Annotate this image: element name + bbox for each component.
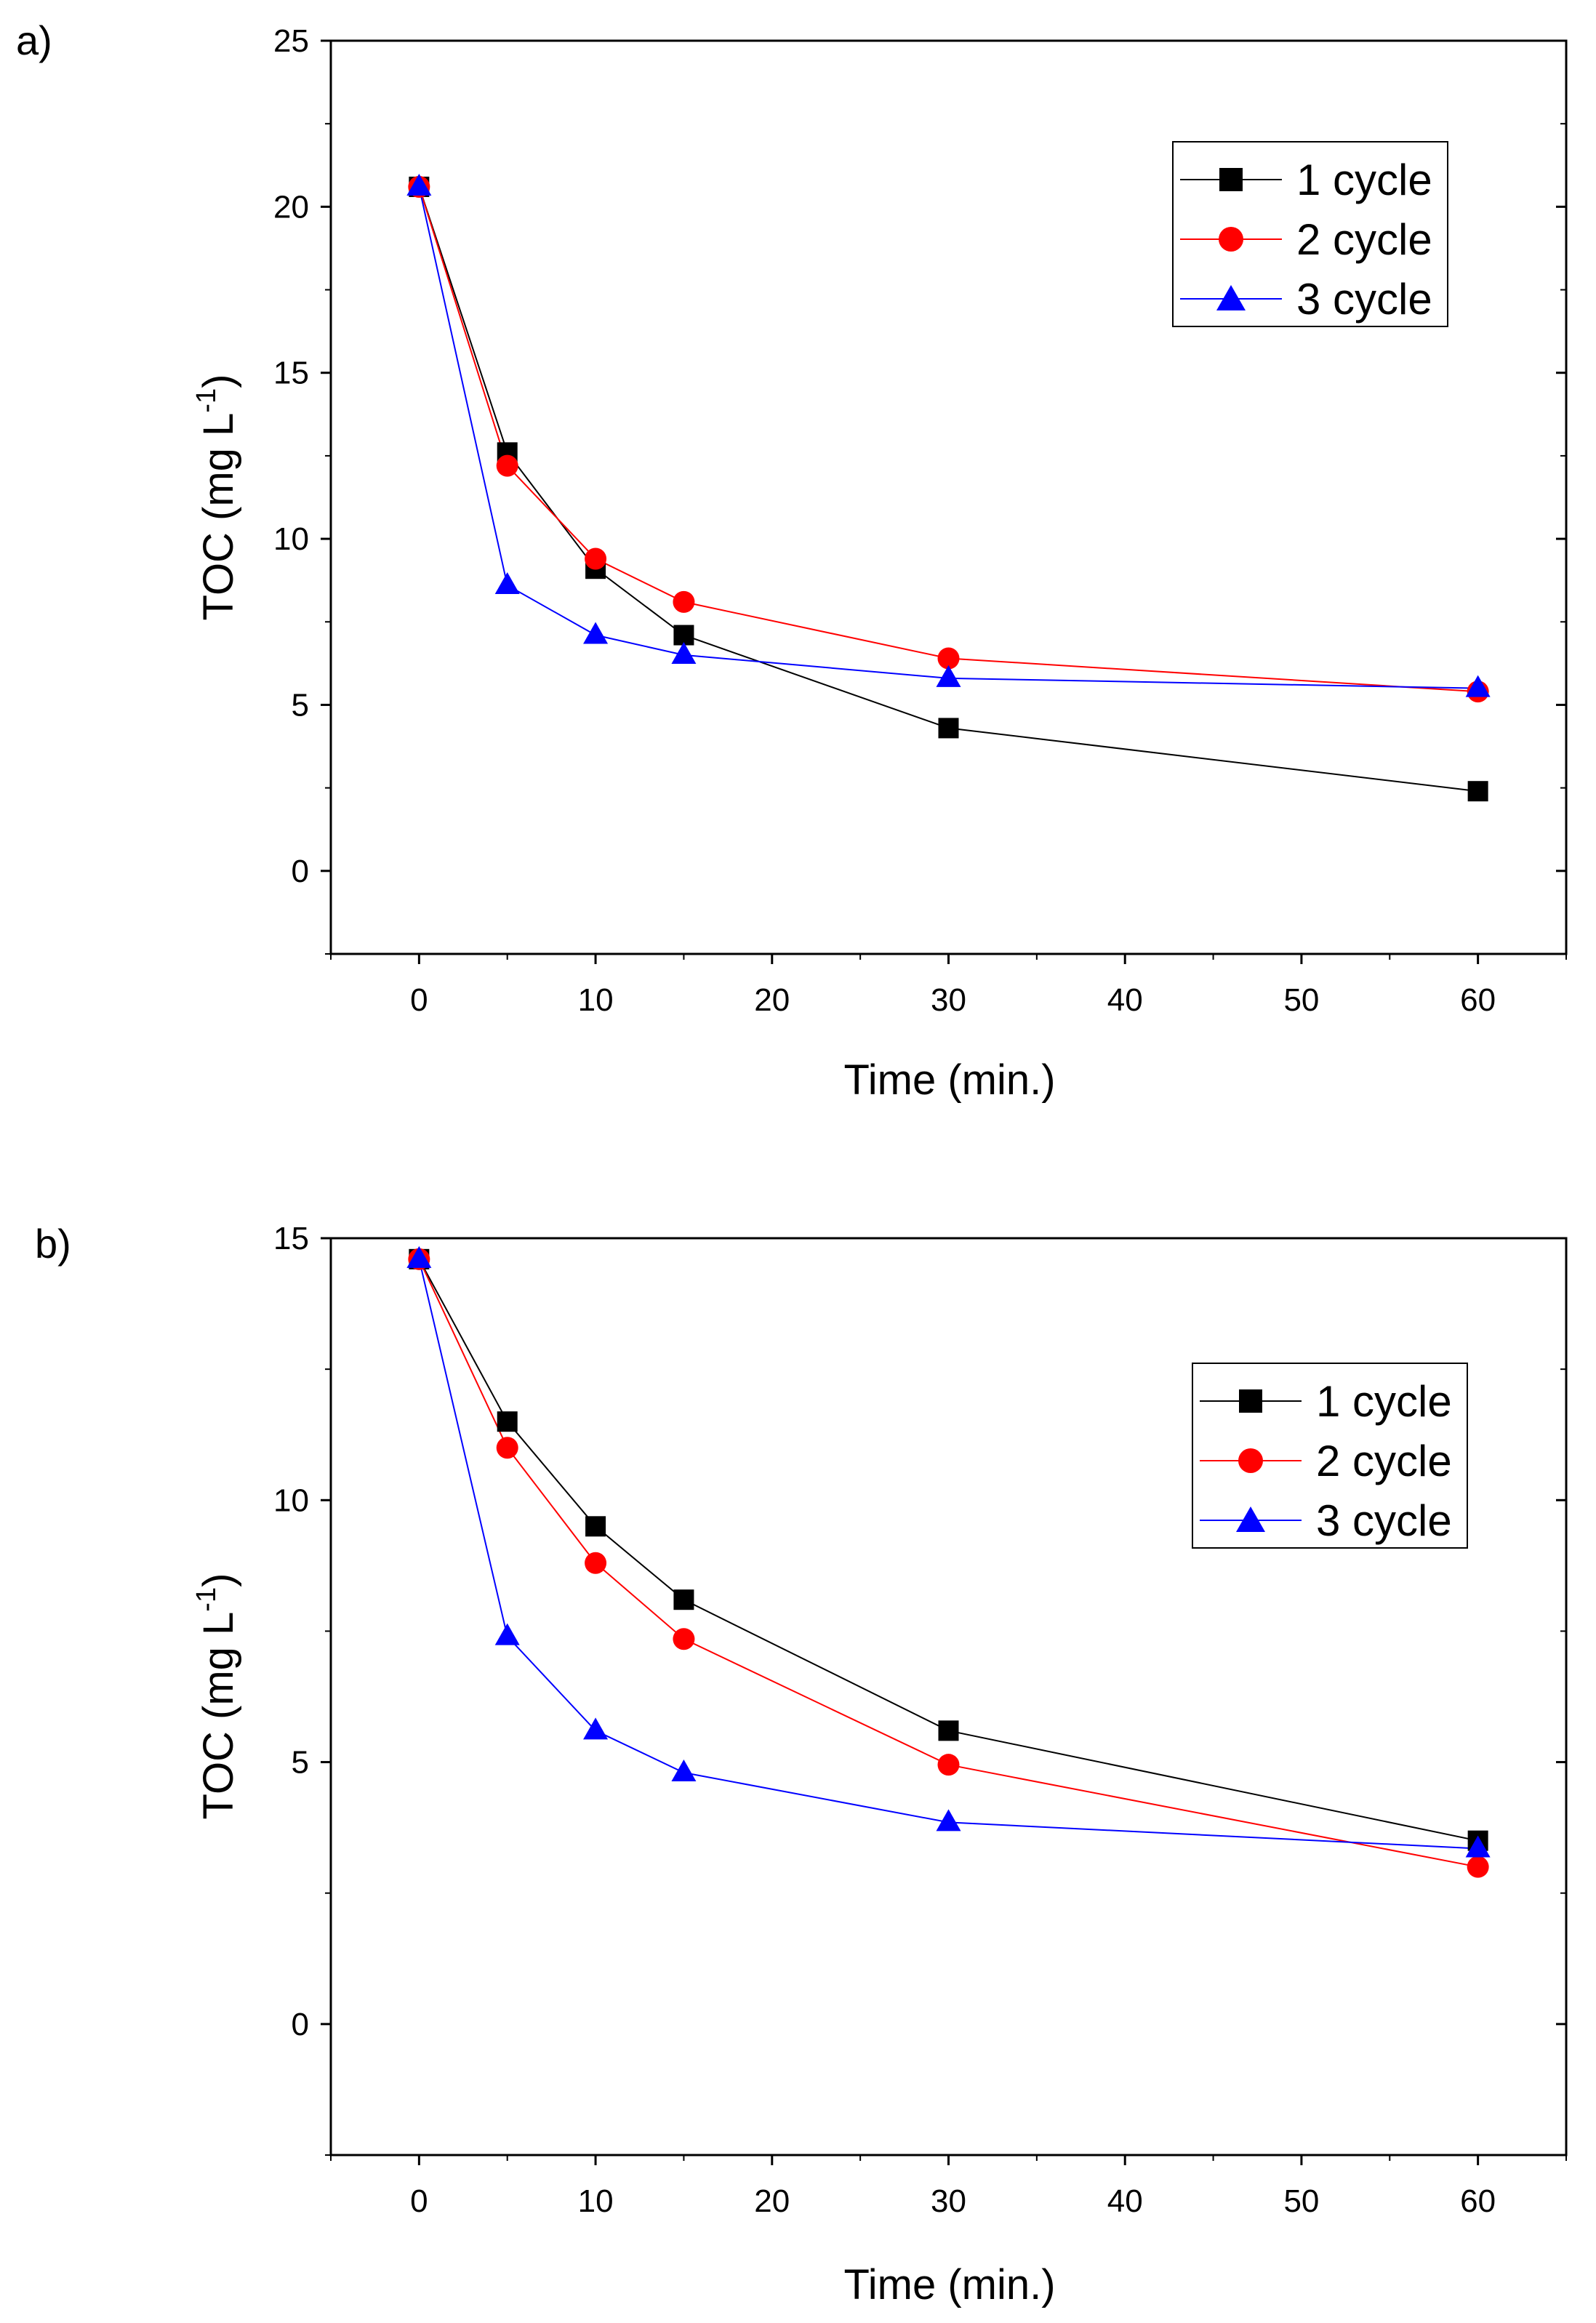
series-line-2 bbox=[419, 1259, 1477, 1867]
x-tick-label: 30 bbox=[931, 2183, 966, 2219]
series-line-1 bbox=[419, 1259, 1477, 1841]
panel-a: a) 0510152025 0102030405060 Time (min.) … bbox=[16, 17, 1566, 1104]
y-tick-label: 5 bbox=[292, 1745, 309, 1781]
data-point-circle bbox=[938, 1754, 960, 1776]
figure: a) 0510152025 0102030405060 Time (min.) … bbox=[0, 0, 1596, 2323]
y-tick-label: 5 bbox=[292, 687, 309, 723]
series-layer bbox=[406, 1246, 1490, 1878]
legend: 1 cycle 2 cycle 3 cycle bbox=[1173, 142, 1448, 326]
y-axis-title-base: TOC (mg L bbox=[195, 413, 242, 621]
x-tick-label: 60 bbox=[1460, 982, 1496, 1018]
data-point-circle bbox=[673, 1628, 694, 1650]
y-axis-title: TOC (mg L-1) bbox=[191, 374, 242, 621]
legend-marker-square bbox=[1239, 1389, 1262, 1413]
data-point-circle bbox=[673, 591, 694, 613]
legend-label-2: 2 cycle bbox=[1296, 215, 1432, 264]
x-tick-label: 0 bbox=[410, 982, 428, 1018]
legend-label-1: 1 cycle bbox=[1316, 1377, 1452, 1426]
data-point-triangle bbox=[671, 1760, 696, 1781]
x-tick-label: 60 bbox=[1460, 2183, 1496, 2219]
y-tick-label: 20 bbox=[273, 189, 309, 225]
data-point-square bbox=[939, 1720, 959, 1741]
x-tick-labels: 0 10 20 30 40 50 60 bbox=[410, 982, 1496, 1018]
x-tick-label: 30 bbox=[931, 982, 966, 1018]
legend-label-1: 1 cycle bbox=[1296, 156, 1432, 204]
y-axis-title-end: ) bbox=[195, 1573, 242, 1587]
data-point-square bbox=[585, 1516, 606, 1536]
x-tick-labels: 0 10 20 30 40 50 60 bbox=[410, 2183, 1496, 2219]
legend-marker-square bbox=[1219, 168, 1243, 191]
y-tick-labels: 0 5 10 15 bbox=[273, 1221, 309, 2042]
legend-label-3: 3 cycle bbox=[1296, 275, 1432, 324]
legend-label-3: 3 cycle bbox=[1316, 1496, 1452, 1545]
y-tick-label: 10 bbox=[273, 1483, 309, 1518]
x-tick-label: 10 bbox=[578, 2183, 614, 2219]
data-point-circle bbox=[585, 547, 606, 569]
data-point-square bbox=[673, 1589, 694, 1610]
data-point-triangle bbox=[495, 572, 520, 594]
x-tick-label: 20 bbox=[754, 982, 790, 1018]
data-point-circle bbox=[497, 455, 518, 477]
panel-label: b) bbox=[35, 1221, 71, 1267]
data-point-circle bbox=[585, 1552, 606, 1574]
data-point-circle bbox=[497, 1437, 518, 1459]
y-tick-label: 0 bbox=[292, 2007, 309, 2042]
y-axis-title-end: ) bbox=[195, 374, 242, 388]
x-tick-label: 50 bbox=[1283, 2183, 1319, 2219]
y-tick-label: 15 bbox=[273, 1221, 309, 1256]
x-axis-title: Time (min.) bbox=[843, 1056, 1055, 1104]
y-axis-title: TOC (mg L-1) bbox=[191, 1573, 242, 1820]
y-tick-label: 0 bbox=[292, 854, 309, 889]
data-point-triangle bbox=[583, 622, 608, 644]
data-point-square bbox=[1468, 781, 1488, 801]
panel-label: a) bbox=[16, 17, 52, 63]
y-axis-title-sup: -1 bbox=[191, 1587, 222, 1612]
y-axis-title-sup: -1 bbox=[191, 388, 222, 413]
y-tick-labels: 0 5 10 15 20 25 bbox=[273, 23, 309, 889]
y-axis-title-base: TOC (mg L bbox=[195, 1612, 242, 1820]
y-tick-label: 10 bbox=[273, 521, 309, 557]
x-tick-label: 20 bbox=[754, 2183, 790, 2219]
data-point-square bbox=[497, 1411, 518, 1432]
legend-marker-circle bbox=[1219, 227, 1243, 252]
legend-marker-circle bbox=[1238, 1448, 1263, 1473]
data-point-triangle bbox=[495, 1624, 520, 1645]
x-tick-label: 40 bbox=[1107, 982, 1143, 1018]
x-axis-title: Time (min.) bbox=[843, 2261, 1055, 2308]
y-tick-label: 25 bbox=[273, 23, 309, 59]
y-tick-label: 15 bbox=[273, 356, 309, 391]
x-tick-label: 0 bbox=[410, 2183, 428, 2219]
x-tick-label: 10 bbox=[578, 982, 614, 1018]
data-point-triangle bbox=[937, 665, 961, 687]
legend-label-2: 2 cycle bbox=[1316, 1437, 1452, 1485]
x-tick-label: 50 bbox=[1283, 982, 1319, 1018]
legend: 1 cycle 2 cycle 3 cycle bbox=[1192, 1363, 1467, 1548]
x-tick-label: 40 bbox=[1107, 2183, 1143, 2219]
data-point-square bbox=[939, 718, 959, 738]
panel-b: b) 0 5 10 15 0 10 20 30 40 50 60 Time (min.) TOC … bbox=[35, 1221, 1566, 2308]
data-point-circle bbox=[1467, 1856, 1489, 1878]
